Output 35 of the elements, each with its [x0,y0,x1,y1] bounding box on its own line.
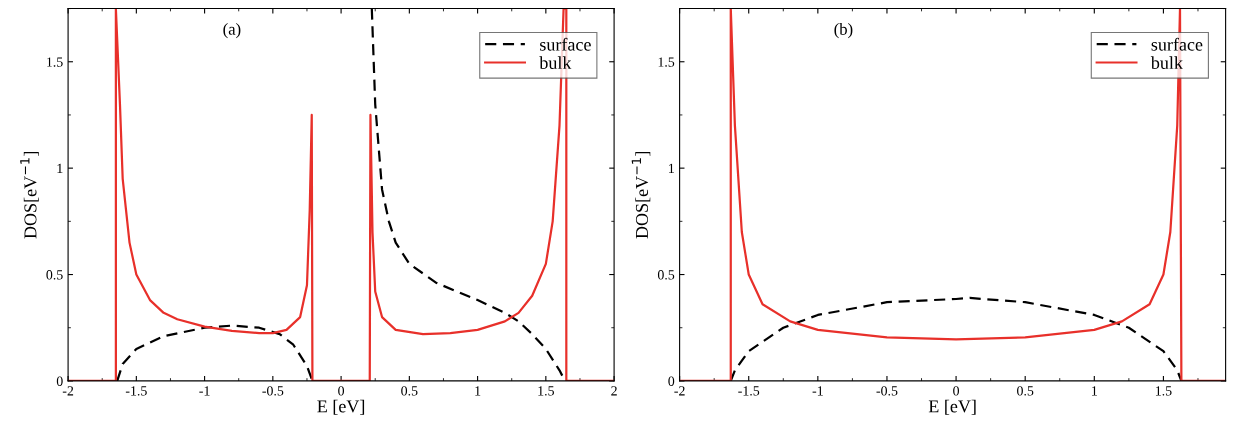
x-tick-label: 0 [338,386,345,396]
x-tick-label: 2 [611,386,617,396]
x-tick-label: 1.5 [538,386,554,396]
y-tick-label: 1 [57,163,63,173]
legend-label: surface [540,37,591,51]
x-tick-label: 0 [953,386,960,396]
x-axis-title: E [eV] [928,399,976,415]
legend-label: bulk [539,56,572,70]
x-tick-label: 0.5 [1017,386,1034,396]
x-tick-label: -2 [674,386,685,396]
y-tick-label: 0.5 [657,270,675,280]
y-tick-label: 0 [668,376,675,386]
y-tick-label: 1.5 [658,57,675,67]
x-tick-label: -0.5 [876,386,898,396]
x-tick-label: -1.5 [738,386,760,396]
y-tick-label: 1 [669,163,674,173]
x-tick-label: -0.5 [262,386,284,396]
x-tick-label: -1.5 [125,386,147,396]
annotation: (a) [223,23,241,39]
y-tick-label: 0 [56,376,63,386]
legend-label: bulk [1150,56,1183,70]
x-tick-label: 1 [475,386,481,396]
x-tick-label: -2 [62,386,74,396]
x-tick-label: 0.5 [401,386,418,396]
y-axis-title: DOS[eV$^{−1}$] [631,151,651,239]
x-tick-label: -1 [199,386,210,396]
x-tick-label: 1.5 [1155,386,1172,396]
x-tick-label: -1 [812,386,823,396]
x-tick-label: 1 [1092,386,1097,396]
y-tick-label: 0.5 [46,270,63,280]
legend-label: surface [1151,37,1203,51]
annotation: (b) [834,23,853,39]
x-axis-title: E [eV] [317,399,365,415]
y-tick-label: 1.5 [47,57,63,67]
y-axis-title: DOS[eV$^{−1}$] [20,151,39,239]
